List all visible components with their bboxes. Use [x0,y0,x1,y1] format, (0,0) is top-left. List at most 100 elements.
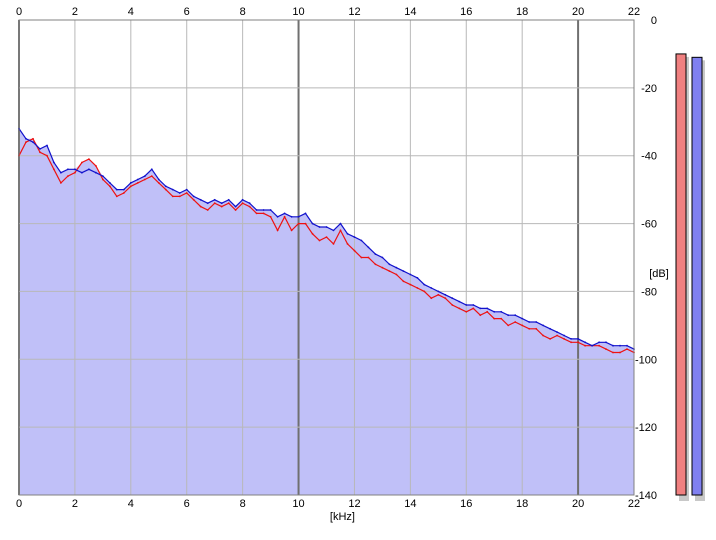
series-1-point [444,293,447,296]
series-0-point [556,334,558,337]
series-1-point [25,137,27,140]
series-0-point [311,232,314,235]
series-0-point [388,270,391,272]
series-1-point [507,314,510,317]
series-1-point [318,226,321,228]
series-0-point [451,304,454,306]
series-0-point [514,321,517,323]
series-0-point [53,168,55,171]
x-tick-label-bottom: 4 [128,498,134,510]
series-1-point [353,236,356,239]
series-0-point [612,351,614,354]
series-0-point [60,182,62,184]
series-0-point [67,175,69,178]
series-0-point [115,195,118,198]
series-0-point [339,229,342,232]
series-1-point [311,222,314,225]
x-tick-label-bottom: 12 [348,498,360,510]
series-0-point [423,290,426,293]
series-1-point [53,161,55,164]
series-0-point [528,327,531,330]
series-0-point [262,212,265,215]
series-1-point [367,246,370,249]
series-1-point [192,195,195,198]
y-tick-label: -60 [641,219,657,231]
series-1-point [178,192,181,194]
y-tick-label: -20 [641,83,657,95]
series-0-point [430,297,433,300]
x-tick-label-bottom: 20 [572,498,584,510]
series-1-point [619,344,621,347]
series-0-point [493,317,496,320]
series-1-point [339,222,342,225]
series-0-point [367,256,370,259]
series-1-point [199,198,202,201]
series-0-point [486,310,489,313]
series-1-point [81,171,83,174]
series-1-point [157,178,160,181]
series-0-point [584,344,586,347]
series-0-point [297,222,300,225]
series-1-point [388,263,391,266]
series-0-point [395,273,398,276]
series-1-point [220,202,223,205]
series-0-point [626,348,628,350]
series-1-point [486,307,489,310]
series-1-point [570,338,572,340]
series-1-point [150,168,153,171]
series-0-point [269,215,272,218]
x-tick-label-top: 6 [184,6,190,18]
x-tick-label-top: 10 [292,6,304,18]
series-1-point [409,273,412,276]
series-0-point [535,327,538,330]
series-1-point [262,209,265,211]
series-0-point [374,263,377,266]
series-1-point [255,209,258,211]
series-1-point [528,321,531,323]
series-0-point [227,202,230,205]
series-1-point [115,188,118,191]
series-0-point [549,338,551,340]
series-0-point [248,205,251,208]
series-0-point [241,202,244,205]
x-tick-label-bottom: 0 [16,498,22,510]
series-0-point [521,324,524,327]
series-0-point [605,348,607,350]
series-0-point [143,178,146,181]
series-0-point [206,209,209,211]
series-0-point [507,324,510,327]
series-0-point [283,215,286,218]
series-0-point [332,243,335,245]
series-1-point [598,341,600,344]
series-0-point [381,266,384,269]
series-1-point [185,188,188,191]
series-1-point [332,229,335,232]
series-0-point [472,307,475,310]
series-0-point [465,310,468,313]
series-1-point [39,148,41,150]
y-tick-label: -120 [635,422,657,434]
series-1-point [60,171,62,174]
x-tick-label-top: 22 [628,6,640,18]
series-1-point [109,182,111,184]
x-tick-label-bottom: 18 [516,498,528,510]
series-1-point [136,178,139,181]
series-1-point [577,338,579,340]
series-1-point [521,317,524,320]
series-1-point [32,141,34,144]
y-axis-label: [dB] [649,268,669,280]
x-tick-label-top: 14 [404,6,416,18]
series-0-point [563,338,565,340]
x-tick-label-bottom: 22 [628,498,640,510]
series-1-point [227,198,230,201]
series-1-point [535,321,538,323]
series-0-point [360,256,363,259]
series-0-point [213,202,216,205]
series-1-point [46,144,48,147]
series-0-point [136,182,139,184]
series-1-point [143,175,146,178]
x-tick-label-top: 20 [572,6,584,18]
x-tick-label-top: 2 [72,6,78,18]
series-1-point [584,341,586,344]
